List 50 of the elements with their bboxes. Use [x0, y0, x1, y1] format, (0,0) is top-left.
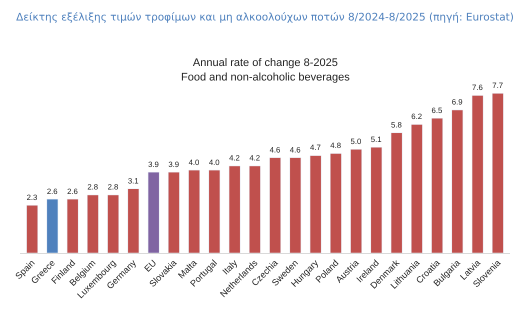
bar	[228, 166, 240, 253]
bar	[452, 110, 464, 253]
data-label: 7.7	[492, 81, 504, 90]
bar	[107, 194, 119, 253]
bar	[390, 132, 402, 253]
data-label: 3.9	[168, 160, 180, 169]
bar	[330, 153, 342, 253]
data-label: 5.0	[350, 137, 362, 146]
data-label: 2.6	[67, 186, 78, 196]
bar	[26, 205, 38, 253]
data-label: 2.8	[87, 182, 98, 192]
bar	[472, 95, 484, 253]
data-label: 4.6	[290, 145, 301, 154]
bar	[249, 166, 261, 253]
data-label: 4.8	[330, 141, 342, 150]
bar	[370, 147, 382, 253]
data-label: 5.8	[391, 120, 402, 130]
bar	[290, 157, 302, 253]
bar	[148, 172, 160, 253]
data-label: 4.2	[229, 154, 240, 163]
bar	[310, 155, 322, 253]
data-label: 2.8	[108, 182, 118, 192]
bar	[208, 170, 220, 253]
data-label: 4.6	[270, 145, 280, 154]
data-label: 2.3	[26, 193, 38, 202]
bar	[431, 118, 443, 253]
bar	[188, 170, 200, 253]
bar	[46, 198, 58, 253]
data-label: 5.1	[370, 134, 382, 144]
data-label: 4.2	[249, 154, 260, 163]
chart-title: Δείκτης εξέλιξης τιμών τροφίμων και μη αλκοολούχων ποτών 8/2024-8/2025 (πηγή: Eurostat)	[16, 11, 514, 24]
data-label: 4.7	[310, 143, 321, 152]
bar	[350, 149, 362, 253]
chart-subtitle: Annual rate of change 8-2025 Food and non-alcoholic beverages	[181, 57, 350, 84]
data-label: 4.0	[188, 158, 200, 167]
data-label: 6.5	[432, 106, 442, 115]
bar	[411, 124, 423, 253]
bar	[492, 93, 504, 253]
bar	[269, 157, 281, 253]
data-label: 6.9	[452, 98, 463, 107]
data-label: 3.1	[128, 176, 139, 186]
data-label: 6.2	[411, 112, 422, 122]
bar	[168, 172, 180, 253]
data-label: 4.0	[208, 158, 220, 167]
data-label: 2.6	[46, 186, 58, 196]
bar	[128, 188, 140, 253]
bar	[66, 198, 78, 253]
data-label: 3.9	[148, 160, 159, 169]
bar	[87, 194, 99, 253]
data-label: 7.6	[472, 83, 483, 92]
